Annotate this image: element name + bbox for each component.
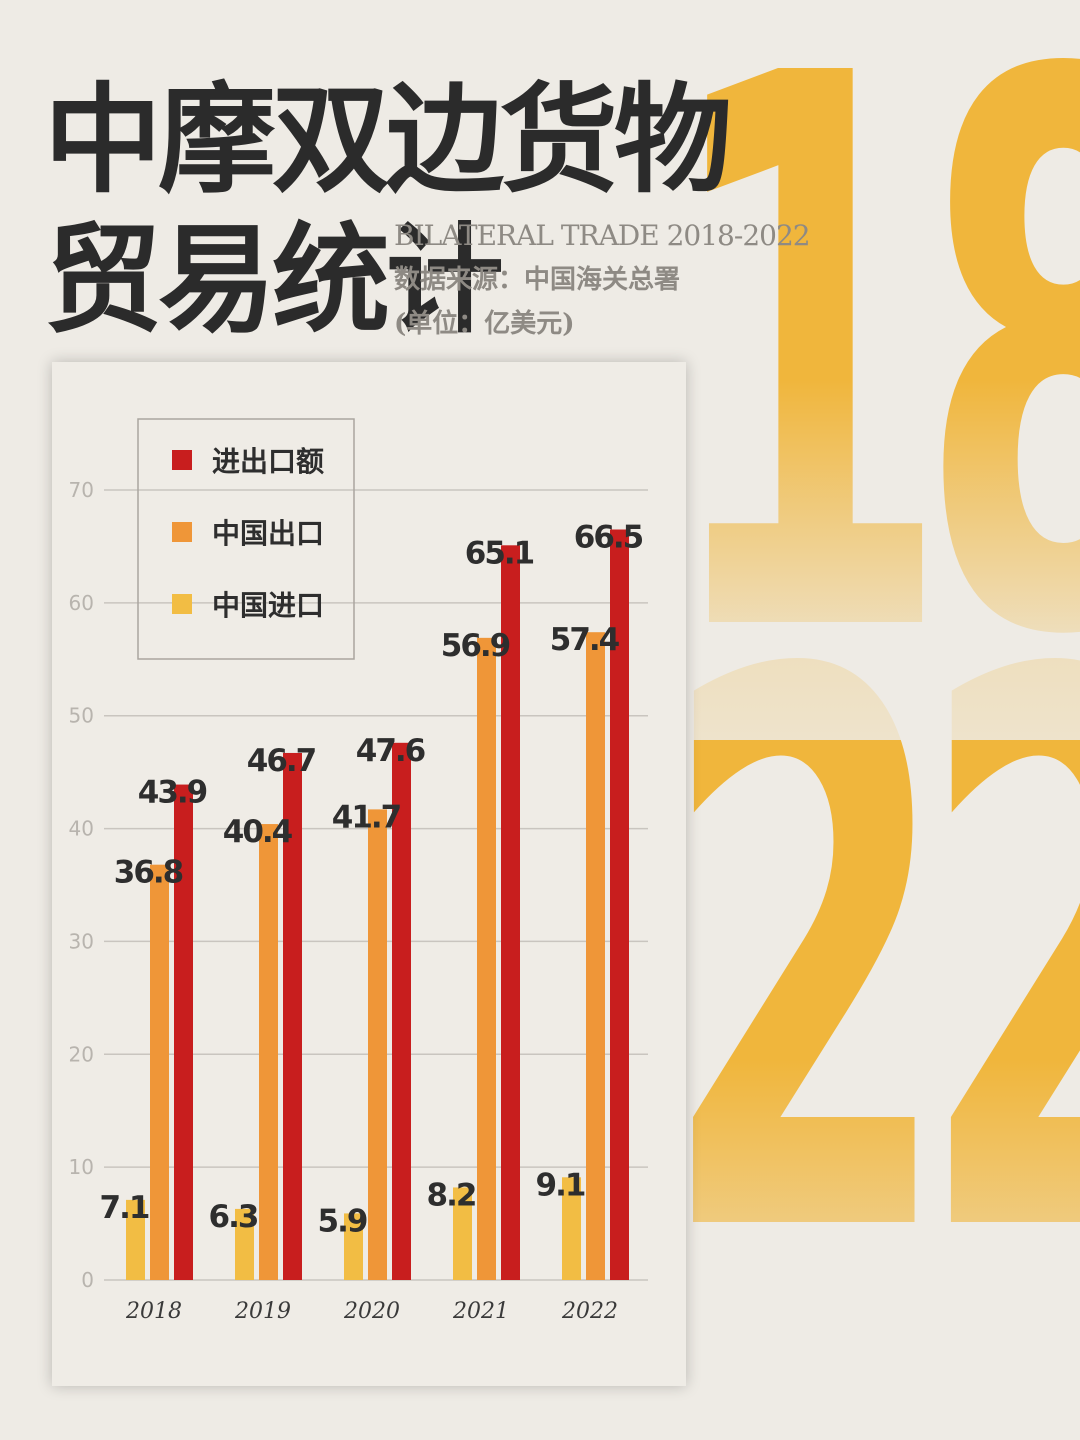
y-tick-label: 70 bbox=[69, 478, 94, 502]
y-tick-label: 50 bbox=[69, 704, 94, 728]
y-tick-label: 20 bbox=[69, 1042, 94, 1066]
data-label: 9.1 bbox=[536, 1167, 585, 1203]
bar bbox=[174, 784, 193, 1280]
legend-label: 中国出口 bbox=[212, 517, 324, 550]
data-label: 7.1 bbox=[100, 1190, 149, 1226]
y-tick-label: 40 bbox=[69, 817, 94, 841]
y-tick-label: 60 bbox=[69, 591, 94, 615]
data-label: 8.2 bbox=[427, 1177, 476, 1213]
bar bbox=[453, 1187, 472, 1280]
data-label: 36.8 bbox=[114, 855, 183, 891]
x-tick-label: 2020 bbox=[343, 1299, 400, 1324]
data-label: 5.9 bbox=[318, 1203, 367, 1239]
legend-box bbox=[137, 418, 355, 660]
legend-label: 中国进口 bbox=[212, 589, 324, 622]
bar bbox=[562, 1177, 581, 1280]
subtitle-block: BILATERAL TRADE 2018-2022 数据来源：中国海关总署 (单… bbox=[394, 214, 811, 346]
data-label: 65.1 bbox=[465, 535, 534, 571]
bar bbox=[235, 1208, 254, 1280]
bar-chart: 0 10 20 30 40 50 60 70 7.1 36.8 43.9 2018 6.3 40.4 46… bbox=[69, 418, 648, 1324]
y-tick-label: 0 bbox=[81, 1268, 94, 1292]
x-tick-label: 2019 bbox=[234, 1299, 291, 1324]
bar bbox=[610, 529, 629, 1280]
title-line-1: 中摩双边货物 bbox=[44, 71, 732, 209]
legend-swatch bbox=[172, 594, 192, 614]
digits-fade-overlay-bottom bbox=[660, 1060, 1080, 1440]
bar bbox=[477, 637, 496, 1280]
bar bbox=[150, 864, 169, 1280]
bar bbox=[126, 1199, 145, 1280]
unit-note: (单位：亿美元) bbox=[394, 309, 575, 339]
bar bbox=[368, 809, 387, 1280]
bar bbox=[344, 1213, 363, 1280]
y-tick-label: 30 bbox=[69, 929, 94, 953]
data-label: 41.7 bbox=[332, 799, 401, 835]
bar bbox=[392, 742, 411, 1280]
x-tick-label: 2022 bbox=[561, 1299, 618, 1324]
legend-label: 进出口额 bbox=[212, 445, 324, 478]
x-tick-label: 2018 bbox=[125, 1299, 182, 1324]
data-label: 40.4 bbox=[223, 814, 293, 850]
data-label: 47.6 bbox=[356, 733, 425, 769]
bar bbox=[586, 632, 605, 1280]
bar bbox=[259, 824, 278, 1280]
data-label: 66.5 bbox=[574, 520, 643, 556]
title-line-2: 贸易统计 bbox=[44, 211, 504, 349]
bar bbox=[283, 752, 302, 1280]
data-label: 56.9 bbox=[441, 628, 510, 664]
data-source: 数据来源：中国海关总署 bbox=[394, 265, 681, 295]
data-label: 46.7 bbox=[247, 743, 316, 779]
digits-fade-overlay bbox=[660, 380, 1080, 740]
subtitle-english: BILATERAL TRADE 2018-2022 bbox=[394, 219, 811, 252]
x-tick-label: 2021 bbox=[452, 1299, 509, 1324]
data-label: 6.3 bbox=[209, 1199, 258, 1235]
legend-swatch bbox=[172, 450, 192, 470]
data-label: 43.9 bbox=[138, 775, 207, 811]
chart-card: 0 10 20 30 40 50 60 70 7.1 36.8 43.9 2018 6.3 40.4 46… bbox=[52, 362, 686, 1386]
bar bbox=[501, 545, 520, 1280]
y-tick-label: 10 bbox=[69, 1155, 94, 1179]
data-label: 57.4 bbox=[550, 622, 620, 658]
page-title: 中摩双边货物 贸易统计 bbox=[44, 70, 732, 350]
legend-swatch bbox=[172, 522, 192, 542]
